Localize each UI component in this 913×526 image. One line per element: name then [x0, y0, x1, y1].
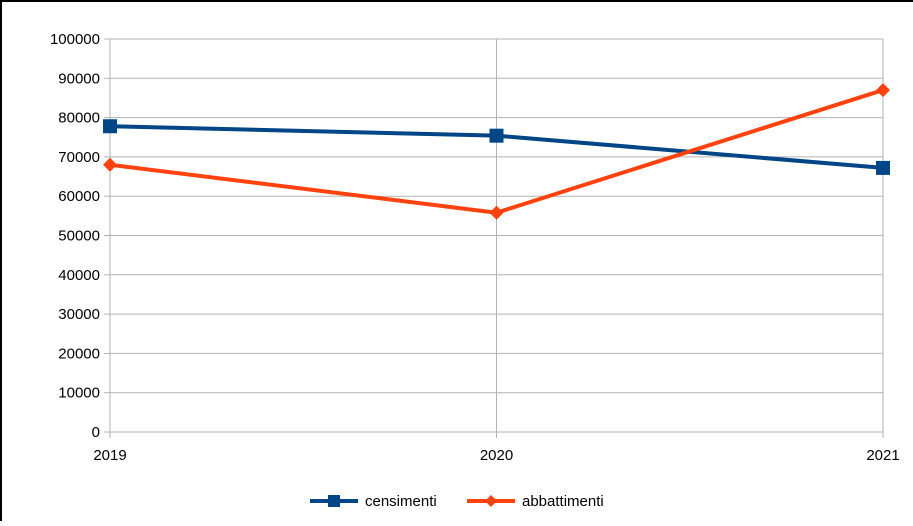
- data-point-abbattimenti: [103, 157, 117, 172]
- legend-marker: [328, 495, 340, 507]
- y-tick-label: 80000: [58, 110, 100, 127]
- x-tick-label: 2021: [866, 447, 899, 464]
- y-tick-label: 40000: [58, 267, 100, 284]
- gridlines: [109, 38, 884, 438]
- data-point-censimenti: [103, 119, 117, 134]
- legend-label: abbattimenti: [522, 493, 604, 510]
- axes: 0 10000 20000 30000 40000 50000 60000 70000 8000…: [50, 31, 900, 464]
- y-tick-label: 0: [92, 424, 100, 441]
- y-tick-label: 50000: [58, 228, 100, 245]
- series-group: [103, 83, 890, 220]
- x-tick-label: 2019: [93, 447, 126, 464]
- x-tick-label: 2020: [480, 447, 513, 464]
- legend-marker: [485, 495, 497, 507]
- y-tick-label: 20000: [58, 345, 100, 362]
- y-tick-label: 70000: [58, 149, 100, 166]
- legend-item-censimenti: censimenti: [310, 493, 437, 510]
- legend-item-abbattimenti: abbattimenti: [467, 493, 604, 510]
- y-tick-label: 10000: [58, 385, 100, 402]
- data-point-censimenti: [489, 128, 504, 143]
- data-point-censimenti: [876, 160, 890, 175]
- y-tick-label: 60000: [58, 188, 100, 205]
- data-point-abbattimenti: [876, 83, 890, 98]
- y-tick-label: 30000: [58, 306, 100, 323]
- data-point-abbattimenti: [489, 205, 504, 220]
- legend: censimenti abbattimenti: [310, 493, 604, 510]
- y-tick-label: 90000: [58, 70, 100, 87]
- y-tick-label: 100000: [50, 31, 100, 48]
- legend-label: censimenti: [365, 493, 437, 510]
